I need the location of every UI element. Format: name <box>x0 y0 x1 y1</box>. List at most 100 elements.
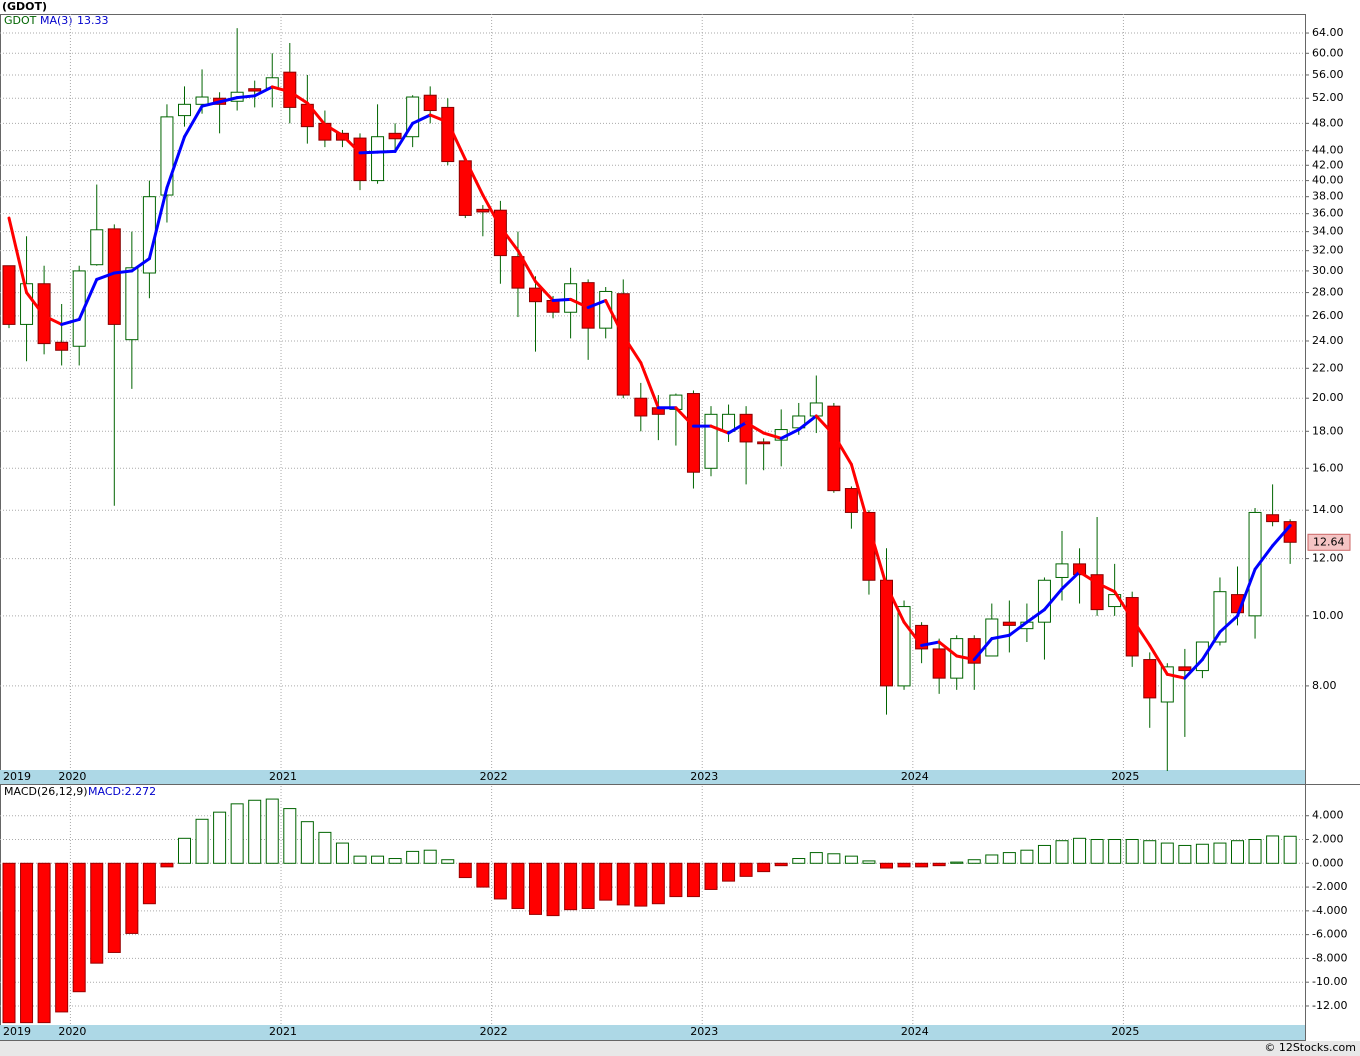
candle-body <box>686 393 700 473</box>
y-tick-label: 10.00 <box>1312 609 1344 622</box>
candle-body <box>1178 666 1192 672</box>
candle-body <box>476 208 490 213</box>
y-tick-label: 36.00 <box>1312 207 1344 220</box>
macd-bar <box>265 798 279 864</box>
ma-segment <box>1183 658 1204 680</box>
y-tick-label: 0.000 <box>1312 856 1344 869</box>
macd-bar <box>880 862 893 869</box>
ma-segment <box>955 654 976 662</box>
legend-ma: MA(3) <box>40 14 73 27</box>
candle-body <box>1073 563 1087 576</box>
macd-bar <box>90 862 104 964</box>
macd-bar <box>72 862 86 993</box>
candle-body <box>1266 514 1280 523</box>
macd-bar <box>458 862 472 879</box>
macd-bar <box>792 858 806 864</box>
candle-body <box>739 413 753 443</box>
candle-body <box>125 267 139 341</box>
ma-segment <box>1200 630 1222 662</box>
y-tick-label: 44.00 <box>1312 144 1344 157</box>
y-tick-label: -8.000 <box>1312 951 1347 964</box>
ma-segment <box>534 280 555 303</box>
x-tick-label: 2023 <box>690 1025 718 1038</box>
ma-segment <box>621 334 643 365</box>
legend-ticker: GDOT <box>4 14 37 27</box>
y-tick-label: 26.00 <box>1312 309 1344 322</box>
macd-bar <box>862 860 876 864</box>
macd-bar <box>20 862 34 1024</box>
macd-bar <box>722 862 736 882</box>
y-tick-label: 2.000 <box>1312 833 1344 846</box>
x-tick-label: 2022 <box>480 1025 508 1038</box>
ma-segment <box>937 640 959 658</box>
macd-bar <box>493 862 507 900</box>
footer: © 12Stocks.com <box>1264 1041 1356 1054</box>
y-tick-label: 22.00 <box>1312 361 1344 374</box>
ma-segment <box>569 297 590 310</box>
chart-title: (GDOT) <box>2 0 47 13</box>
ma-segment <box>1025 608 1046 624</box>
ma-segment <box>218 96 239 104</box>
ma-segment <box>340 133 362 155</box>
ma-segment <box>1078 570 1099 585</box>
ma-segment <box>393 121 415 153</box>
ma-segment <box>1130 617 1152 647</box>
candle-body <box>529 287 542 303</box>
ma-segment <box>1007 620 1029 637</box>
ma-segment <box>376 149 397 154</box>
candle-body <box>90 229 104 266</box>
candle-body <box>1002 621 1016 626</box>
candle-body <box>809 402 823 417</box>
x-tick-label: 2020 <box>58 1025 86 1038</box>
ma-segment <box>674 406 695 428</box>
ma-segment <box>446 120 467 161</box>
x-tick-label: 2024 <box>901 770 929 783</box>
macd-bar <box>1178 844 1192 864</box>
y-tick-label: 4.000 <box>1312 809 1344 822</box>
macd-bar <box>634 862 648 907</box>
ma-segment <box>77 277 99 321</box>
ma-segment <box>1218 614 1239 634</box>
ma-segment <box>762 431 783 440</box>
candle-body <box>20 283 34 325</box>
macd-bar <box>1125 839 1139 864</box>
candle-body <box>388 132 402 140</box>
candle-body <box>757 441 771 445</box>
candle-body <box>722 413 736 432</box>
y-tick-label: 20.00 <box>1312 391 1344 404</box>
macd-bar <box>546 862 560 917</box>
ma-segment <box>779 428 801 440</box>
ma-segment <box>130 257 151 273</box>
last-price-label: 12.64 <box>1313 535 1345 548</box>
ma-segment <box>1113 590 1134 621</box>
macd-bar <box>967 859 981 864</box>
macd-bar <box>1108 839 1122 864</box>
macd-bar <box>1283 835 1297 864</box>
y-tick-label: 16.00 <box>1312 461 1344 474</box>
ma-segment <box>358 150 380 155</box>
y-tick-label: 34.00 <box>1312 225 1344 238</box>
macd-bar <box>1073 837 1087 864</box>
y-tick-label: -6.000 <box>1312 928 1347 941</box>
macd-bar <box>388 858 402 864</box>
macd-bar <box>809 852 823 864</box>
macd-bar <box>651 862 665 905</box>
macd-bar <box>441 859 455 864</box>
macd-bar <box>950 861 964 864</box>
macd-bar <box>476 862 490 888</box>
ma-segment <box>235 94 257 100</box>
ma-segment <box>200 100 222 108</box>
y-tick-label: 24.00 <box>1312 334 1344 347</box>
macd-bar <box>844 855 858 864</box>
ma-segment <box>709 424 731 435</box>
macd-bar <box>704 862 718 890</box>
x-tick-label: 2020 <box>58 770 86 783</box>
macd-bar <box>669 862 683 898</box>
ma-segment <box>885 584 906 624</box>
ma-segment <box>1148 643 1169 676</box>
macd-bar <box>353 855 367 864</box>
ma-segment <box>551 297 573 303</box>
x-tick-label: 2025 <box>1111 770 1139 783</box>
y-tick-label: 56.00 <box>1312 68 1344 81</box>
ma-segment <box>463 157 485 197</box>
